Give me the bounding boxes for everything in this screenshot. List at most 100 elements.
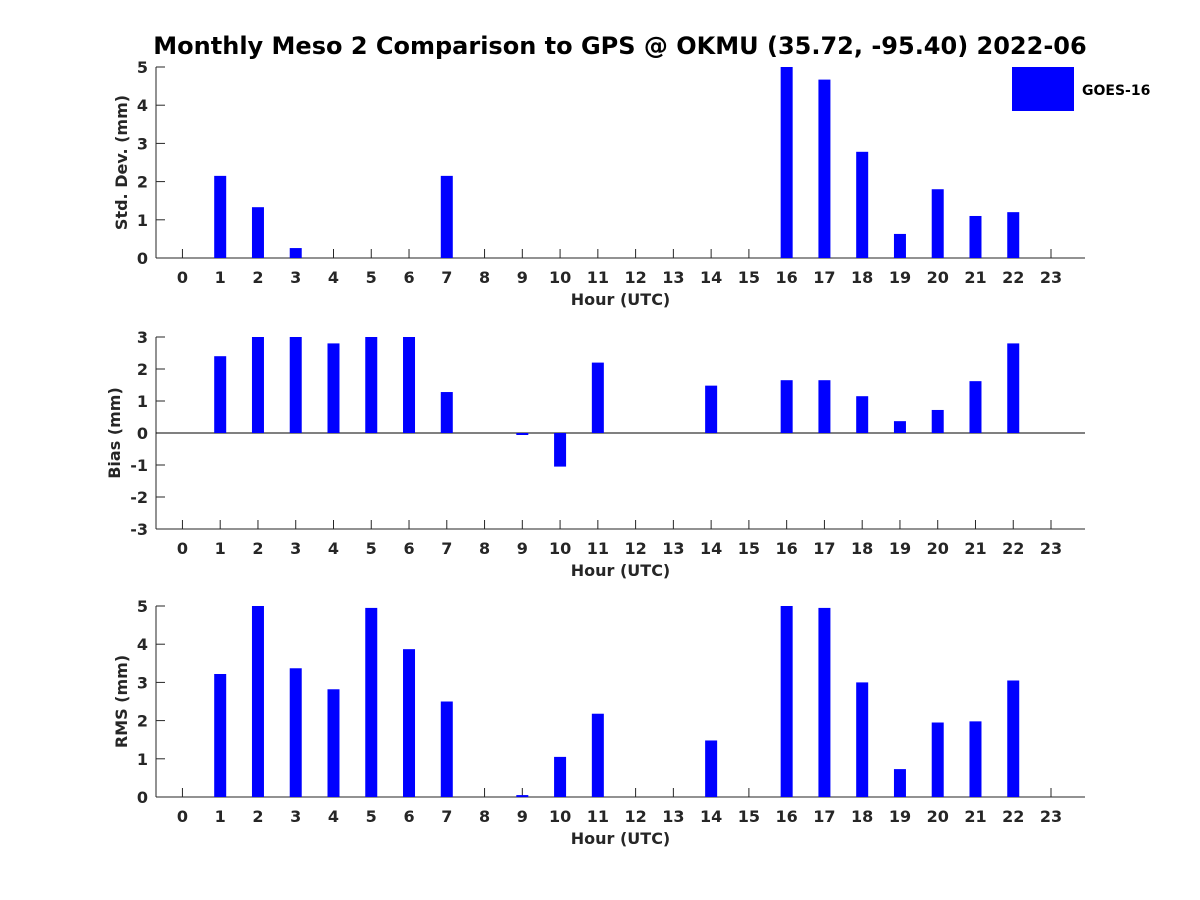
bar — [440, 392, 453, 433]
x-axis-label: Hour (UTC) — [571, 829, 671, 848]
x-tick-label: 6 — [403, 268, 414, 287]
x-tick-label: 9 — [517, 539, 528, 558]
x-tick-label: 10 — [549, 268, 571, 287]
y-tick-label: 3 — [137, 328, 148, 347]
x-tick-label: 2 — [252, 807, 263, 826]
bar — [893, 233, 906, 258]
bar — [780, 380, 793, 433]
x-tick-label: 4 — [328, 807, 339, 826]
x-tick-label: 5 — [366, 268, 377, 287]
bar — [289, 248, 302, 258]
y-tick-label: 0 — [137, 249, 148, 268]
x-axis-label: Hour (UTC) — [571, 290, 671, 309]
x-tick-label: 1 — [215, 539, 226, 558]
bar — [251, 207, 264, 258]
x-tick-label: 2 — [252, 539, 263, 558]
y-tick-label: 1 — [137, 211, 148, 230]
x-tick-label: 11 — [587, 268, 609, 287]
x-tick-label: 22 — [1002, 268, 1024, 287]
bar — [289, 668, 302, 797]
legend-swatch — [1012, 67, 1074, 111]
x-tick-label: 21 — [964, 807, 986, 826]
figure-title: Monthly Meso 2 Comparison to GPS @ OKMU … — [153, 32, 1086, 60]
x-tick-label: 4 — [328, 268, 339, 287]
bar — [780, 606, 793, 797]
bar — [516, 795, 529, 798]
bar — [893, 421, 906, 433]
y-tick-label: 4 — [137, 635, 148, 654]
bar — [969, 215, 982, 258]
y-tick-label: -2 — [130, 488, 148, 507]
x-tick-label: 8 — [479, 539, 490, 558]
x-tick-label: 9 — [517, 807, 528, 826]
x-tick-label: 23 — [1040, 268, 1062, 287]
bar — [214, 175, 227, 258]
y-tick-label: 0 — [137, 788, 148, 807]
bar — [818, 79, 831, 258]
bar — [403, 337, 416, 433]
x-tick-label: 16 — [776, 539, 798, 558]
bar — [856, 151, 869, 258]
x-tick-label: 13 — [662, 539, 684, 558]
bar — [251, 606, 264, 797]
y-axis-label: RMS (mm) — [112, 655, 131, 748]
x-tick-label: 20 — [927, 807, 949, 826]
bar — [289, 337, 302, 433]
y-tick-label: 4 — [137, 96, 148, 115]
bar — [516, 433, 529, 435]
bar — [403, 649, 416, 797]
y-tick-label: 0 — [137, 424, 148, 443]
x-tick-label: 18 — [851, 268, 873, 287]
x-tick-label: 12 — [624, 807, 646, 826]
x-tick-label: 13 — [662, 807, 684, 826]
legend-label: GOES-16 — [1082, 83, 1150, 99]
y-axis-label: Bias (mm) — [105, 387, 124, 479]
x-tick-label: 4 — [328, 539, 339, 558]
x-tick-label: 1 — [215, 807, 226, 826]
x-tick-label: 14 — [700, 539, 722, 558]
x-tick-label: 0 — [177, 268, 188, 287]
x-tick-label: 0 — [177, 539, 188, 558]
bar — [554, 756, 567, 797]
x-tick-label: 2 — [252, 268, 263, 287]
bar — [591, 713, 604, 797]
x-tick-label: 18 — [851, 807, 873, 826]
y-tick-label: 3 — [137, 134, 148, 153]
x-tick-label: 23 — [1040, 807, 1062, 826]
bar — [818, 380, 831, 433]
y-tick-label: 2 — [137, 360, 148, 379]
bar — [554, 433, 567, 467]
y-tick-label: 5 — [137, 58, 148, 77]
x-tick-label: 0 — [177, 807, 188, 826]
x-tick-label: 17 — [813, 268, 835, 287]
bar — [705, 740, 718, 797]
y-tick-label: 1 — [137, 750, 148, 769]
std-dev-panel: 0 1 2 3 4 5 6 7 8 9 10 11 12 13 14 15 16 17 18 19 20 21 22 2301… — [112, 58, 1085, 309]
x-tick-label: 9 — [517, 268, 528, 287]
x-tick-label: 7 — [441, 807, 452, 826]
bar — [818, 607, 831, 797]
x-tick-label: 10 — [549, 539, 571, 558]
bar — [1007, 343, 1020, 433]
bar — [214, 673, 227, 797]
x-tick-label: 8 — [479, 268, 490, 287]
x-tick-label: 18 — [851, 539, 873, 558]
bar — [969, 721, 982, 797]
bar — [365, 337, 378, 433]
x-tick-label: 19 — [889, 539, 911, 558]
y-tick-label: -1 — [130, 456, 148, 475]
x-tick-label: 12 — [624, 539, 646, 558]
bar — [327, 343, 340, 433]
x-tick-label: 6 — [403, 807, 414, 826]
x-tick-label: 12 — [624, 268, 646, 287]
x-tick-label: 23 — [1040, 539, 1062, 558]
x-tick-label: 19 — [889, 807, 911, 826]
bar — [327, 689, 340, 797]
bar — [440, 175, 453, 258]
y-tick-label: 1 — [137, 392, 148, 411]
x-tick-label: 15 — [738, 268, 760, 287]
x-tick-label: 3 — [290, 539, 301, 558]
y-tick-label: 3 — [137, 673, 148, 692]
x-tick-label: 21 — [964, 539, 986, 558]
